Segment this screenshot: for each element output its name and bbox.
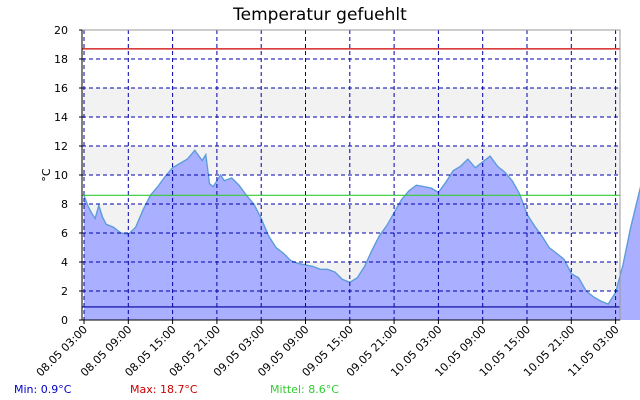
- y-tick-label-3: 6: [61, 227, 68, 240]
- y-tick-label-4: 8: [61, 198, 68, 211]
- mean-stat: Mittel: 8.6°C: [270, 383, 339, 396]
- grid: [82, 30, 620, 320]
- y-tick-label-8: 16: [54, 82, 68, 95]
- y-tick-label-2: 4: [61, 256, 68, 269]
- series-fill: [84, 150, 640, 320]
- y-tick-label-5: 10: [54, 169, 68, 182]
- y-tick-label-7: 14: [54, 111, 68, 124]
- min-stat: Min: 0.9°C: [14, 383, 72, 396]
- y-tick-label-9: 18: [54, 53, 68, 66]
- y-tick-labels: 0 2 4 6 8 10 12 14 16 18 20: [54, 24, 82, 327]
- y-axis-label: °C: [40, 168, 53, 182]
- series-area: [83, 149, 640, 320]
- y-tick-label-10: 20: [54, 24, 68, 37]
- y-tick-label-1: 2: [61, 285, 68, 298]
- background-band-1: [82, 146, 620, 175]
- max-stat: Max: 18.7°C: [130, 383, 198, 396]
- y-tick-label-6: 12: [54, 140, 68, 153]
- reference-lines: [82, 48, 620, 308]
- background-band-0: [82, 88, 620, 117]
- y-tick-label-0: 0: [61, 314, 68, 327]
- series-line: [83, 149, 640, 305]
- chart-title: Temperatur gefuehlt: [232, 5, 407, 25]
